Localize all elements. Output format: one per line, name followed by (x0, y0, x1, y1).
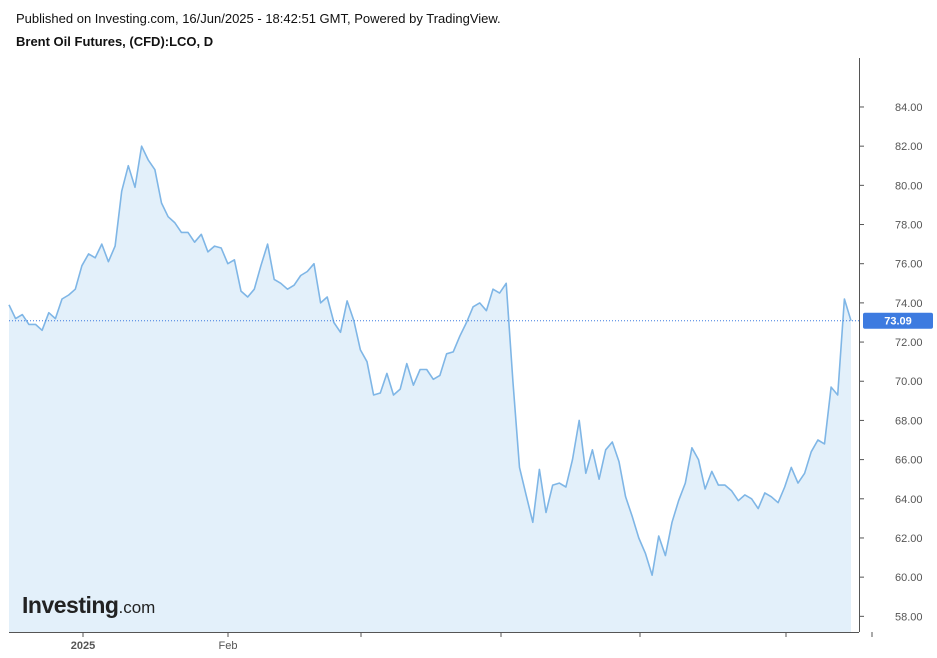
last-price-label: 73.09 (884, 316, 912, 328)
price-tick-label: 70.00 (895, 376, 923, 388)
published-info: Published on Investing.com, 16/Jun/2025 … (16, 11, 501, 26)
price-tick-label: 64.00 (895, 494, 923, 506)
price-tick-label: 68.00 (895, 415, 923, 427)
price-tick-label: 78.00 (895, 220, 923, 232)
investing-logo: Investing.com (22, 592, 155, 619)
logo-brand: Investing (22, 592, 119, 618)
price-tick-label: 60.00 (895, 572, 923, 584)
price-tick-label: 76.00 (895, 259, 923, 271)
instrument-title: Brent Oil Futures, (CFD):LCO, D (16, 34, 214, 49)
price-line (8, 145, 852, 576)
price-tick-label: 72.00 (895, 337, 923, 349)
price-tick-label: 74.00 (895, 298, 923, 310)
last-price-badge (863, 312, 933, 329)
logo-domain: .com (118, 598, 156, 617)
time-tick-label: Feb (219, 640, 238, 652)
price-tick-label: 80.00 (895, 180, 923, 192)
price-tick-label: 66.00 (895, 455, 923, 467)
price-tick-label: 62.00 (895, 533, 923, 545)
price-tick-label: 84.00 (895, 102, 923, 114)
price-axis[interactable]: 58.00 60.00 62.00 64.00 66.00 68.00 70.00 72.00… (859, 58, 933, 632)
price-tick-label: 58.00 (895, 611, 923, 623)
plot-area (8, 145, 859, 632)
price-tick-label: 82.00 (895, 141, 923, 153)
time-tick-label: 2025 (71, 640, 95, 652)
price-area-fill (9, 146, 851, 632)
time-axis[interactable]: 2025 Feb (9, 632, 873, 652)
